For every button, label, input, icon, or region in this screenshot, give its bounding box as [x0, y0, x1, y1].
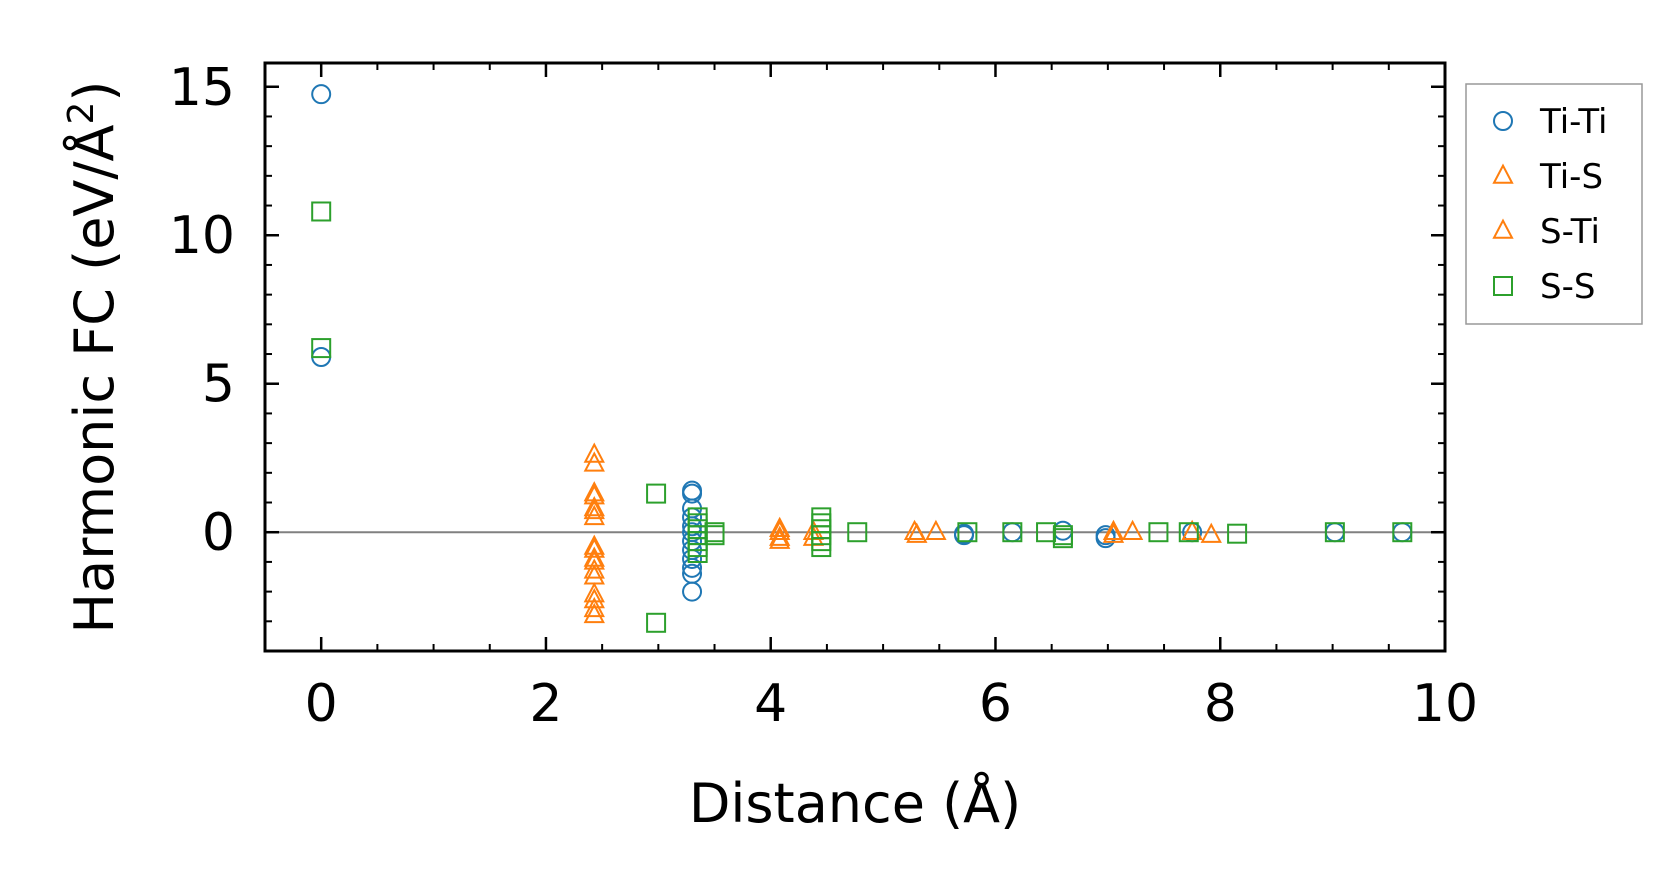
data-point: [1200, 522, 1222, 543]
data-point: [583, 504, 605, 526]
x-tick-label: 4: [754, 674, 787, 734]
data-point: [583, 498, 605, 520]
data-point: [925, 519, 947, 540]
data-point: [682, 581, 703, 602]
data-point: [1178, 522, 1199, 543]
y-tick-label: 0: [202, 503, 235, 563]
y-axis-label-main: Harmonic FC (eV/Å: [62, 124, 126, 633]
legend-label: S-S: [1540, 267, 1595, 307]
legend: Ti-Ti Ti-S S-Ti S-S: [1465, 83, 1643, 325]
data-point: [583, 451, 605, 472]
data-point: [682, 557, 703, 578]
y-tick-label: 10: [169, 206, 235, 266]
legend-marker-s-ti: [1492, 218, 1514, 239]
data-point: [583, 537, 605, 558]
data-point: [583, 588, 605, 609]
x-tick-label: 8: [1204, 674, 1237, 734]
x-axis-label: Distance (Å): [689, 771, 1021, 835]
axes-frame: [263, 61, 1447, 653]
y-axis-label: Harmonic FC (eV/Å2): [61, 81, 126, 634]
data-point: [1121, 519, 1144, 540]
series-ti-s: [583, 442, 1222, 618]
data-point: [906, 522, 928, 543]
data-point: [583, 534, 605, 555]
data-point: [583, 495, 605, 517]
y-axis-label-superscript: 2: [61, 102, 102, 125]
legend-marker-ti-s: [1492, 163, 1514, 184]
data-point: [1052, 528, 1073, 549]
data-point: [1148, 522, 1169, 543]
data-point: [311, 84, 332, 105]
data-point: [954, 525, 975, 546]
data-point: [583, 564, 605, 585]
y-tick-label: 5: [202, 355, 235, 415]
data-point: [1392, 522, 1413, 543]
plot-area: 0 2 4 6 8 10 0 5 10 15 Distance (Å) Harmonic FC (eV…: [61, 58, 1478, 835]
data-point: [769, 528, 791, 549]
y-axis-label-close: ): [63, 81, 126, 102]
data-point: [646, 483, 667, 504]
legend-marker-s-s: [1493, 276, 1513, 296]
data-point: [847, 522, 868, 543]
data-point: [769, 525, 791, 546]
data-point: [1181, 519, 1203, 540]
legend-label: Ti-S: [1539, 157, 1603, 197]
data-point: [1036, 522, 1057, 543]
data-point: [769, 519, 791, 540]
data-point: [1102, 519, 1125, 540]
data-point: [1002, 522, 1023, 543]
data-point: [1102, 522, 1125, 543]
data-point: [704, 525, 725, 546]
data-point: [583, 442, 605, 463]
data-point: [311, 201, 332, 222]
data-point: [1227, 523, 1248, 544]
data-point: [769, 516, 791, 537]
data-point: [583, 549, 605, 570]
data-point: [687, 543, 708, 563]
legend-label: S-Ti: [1540, 212, 1600, 252]
data-point: [583, 602, 605, 624]
data-point: [646, 612, 667, 633]
data-point: [1324, 522, 1345, 543]
data-point: [583, 484, 605, 505]
data-point: [811, 537, 832, 558]
data-point: [957, 522, 978, 543]
x-tick-label: 0: [305, 674, 338, 734]
data-point: [583, 582, 605, 603]
data-point: [682, 483, 703, 504]
series-s-ti: [583, 451, 1125, 624]
data-point: [802, 525, 825, 546]
data-point: [311, 338, 332, 359]
series-s-s: [311, 201, 1413, 633]
legend-label: Ti-Ti: [1539, 102, 1608, 142]
legend-marker-ti-ti: [1493, 111, 1513, 131]
x-tick-label: 2: [529, 674, 562, 734]
data-point: [1052, 520, 1073, 541]
data-point: [802, 519, 825, 540]
y-tick-label: 15: [169, 58, 235, 118]
x-tick-label: 6: [979, 674, 1012, 734]
x-tick-label: 10: [1412, 674, 1478, 734]
